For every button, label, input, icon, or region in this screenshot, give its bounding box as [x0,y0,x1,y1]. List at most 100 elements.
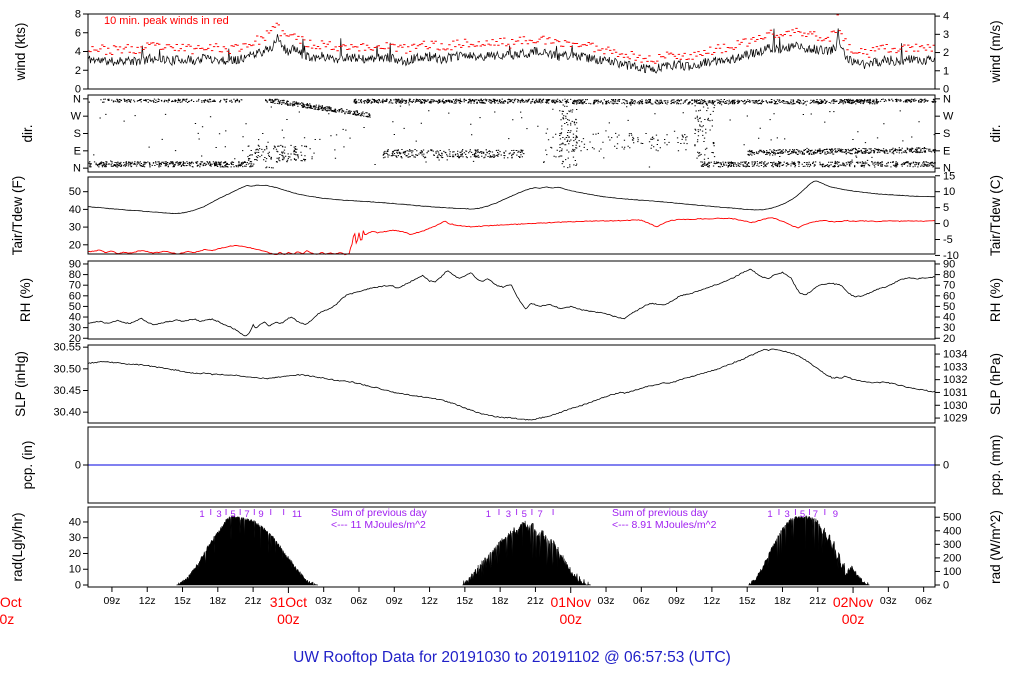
x-tick-label: 15z [456,595,473,607]
x-tick-label: 09z [386,595,403,607]
x-tick-label: 15z [174,595,191,607]
x-tick-label: 12z [139,595,156,607]
y-tick-label-left-tair: 20 [69,239,81,251]
rad-mjoule-mark-label: 9 [258,509,263,520]
y-tick-label-right-rh: 90 [943,258,955,270]
rad-sum-annotation-line1: Sum of previous day [612,507,708,519]
y-tick-label-left-tair: 40 [69,204,81,216]
y-tick-label-left-rad: 0 [75,579,81,591]
x-tick-label: 18z [492,595,509,607]
y-tick-label-left-rad: 40 [69,516,81,528]
rad-mjoule-mark-label: 9 [833,509,838,520]
y-tick-label-left-dir: E [74,145,81,157]
y-tick-label-left-wind: 2 [75,65,81,77]
x-day-time-label: 00z [277,611,300,627]
series-tair [88,180,936,215]
y-tick-label-left-rad: 30 [69,532,81,544]
x-tick-label: 12z [703,595,720,607]
y-tick-label-right-wind: 3 [943,29,949,41]
y-tick-label-right-slp: 1031 [943,387,967,399]
y-tick-label-right-rad: 500 [943,512,961,524]
y-tick-label-right-rh: 60 [943,290,955,302]
panel-border-tair [87,176,936,255]
y-tick-label-left-dir: N [73,163,81,175]
y-tick-label-right-rh: 40 [943,312,955,324]
rad-mjoule-mark-label: 1 [486,509,491,520]
y-tick-label-right-rh: 70 [943,280,955,292]
series-solar-day1 [176,515,318,586]
y-tick-label-left-tair: 50 [69,186,81,198]
rad-mjoule-mark-label: 7 [244,509,249,520]
y-tick-label-left-rh: 50 [69,301,81,313]
y-axis-label-left-rad: rad(Lgly/hr) [10,512,25,581]
y-tick-label-right-tair: 10 [943,186,955,198]
rad-mjoule-mark-label: 5 [522,509,527,520]
y-tick-label-right-wind: 2 [943,47,949,59]
y-tick-label-right-pcp: 0 [943,460,949,472]
y-tick-label-right-rad: 100 [943,566,961,578]
x-tick-label: 09z [103,595,120,607]
panel-border-dir [87,94,936,173]
x-day-time-label-clipped: 00z [0,611,14,627]
x-tick-label: 18z [209,595,226,607]
y-tick-label-left-dir: N [73,93,81,105]
series-sea-level-pressure [87,348,936,421]
rad-mjoule-mark-label: 7 [537,509,542,520]
y-tick-label-right-slp: 1032 [943,374,967,386]
series-solar-day3 [747,515,871,586]
x-tick-label: 18z [774,595,791,607]
y-tick-label-right-slp: 1034 [943,349,967,361]
y-tick-label-right-tair: 15 [943,170,955,182]
y-axis-label-right-tair: Tair/Tdew (C) [988,175,1003,256]
rad-mjoule-mark-label: 5 [800,509,805,520]
rad-mjoule-mark-label: 1 [767,509,772,520]
y-tick-label-right-rh: 20 [943,333,955,345]
y-tick-label-left-rh: 70 [69,280,81,292]
y-tick-label-right-tair: 5 [943,202,949,214]
y-tick-label-right-tair: -10 [943,250,959,262]
x-day-label: 01Nov [550,594,590,610]
rad-mjoule-mark-label: 3 [785,509,790,520]
y-tick-label-right-slp: 1030 [943,400,967,412]
x-day-label: 31Oct [270,594,307,610]
y-tick-label-right-dir: N [943,163,951,175]
y-tick-label-left-rh: 20 [69,333,81,345]
rad-mjoule-mark-label: 11 [292,509,302,520]
y-tick-label-left-wind: 8 [75,9,81,21]
x-day-label: 02Nov [833,594,873,610]
y-tick-label-left-rh: 30 [69,322,81,334]
y-tick-label-left-slp: 30.55 [53,342,81,354]
panel-border-rh [87,260,936,340]
x-tick-label: 03z [315,595,332,607]
rad-mjoule-mark-label: 1 [199,509,204,520]
x-tick-label: 06z [633,595,650,607]
y-tick-label-right-dir: W [943,111,954,123]
rad-mjoule-mark-label: 3 [216,509,221,520]
x-tick-label: 03z [880,595,897,607]
series-wind-direction [88,98,937,169]
rad-sum-annotation-line2: <--- 11 MJoules/m^2 [331,519,426,531]
y-axis-label-left-wind: wind (kts) [13,23,28,82]
y-tick-label-right-rad: 300 [943,539,961,551]
x-tick-label: 21z [527,595,544,607]
y-axis-label-right-rad: rad (W/m^2) [988,510,1003,584]
x-tick-label: 21z [809,595,826,607]
y-axis-label-left-pcp: pcp. (in) [20,441,35,490]
series-solar-day2 [461,520,592,586]
y-tick-label-right-tair: 0 [943,218,949,230]
y-tick-label-right-rad: 200 [943,552,961,564]
y-tick-label-right-dir: N [943,93,951,105]
chart-title: UW Rooftop Data for 20191030 to 20191102… [293,649,731,666]
y-axis-label-left-slp: SLP (inHg) [13,351,28,417]
y-tick-label-left-wind: 0 [75,84,81,96]
panel-border-slp [87,344,936,424]
y-tick-label-left-rad: 20 [69,548,81,560]
y-tick-label-left-wind: 6 [75,27,81,39]
y-axis-label-left-tair: Tair/Tdew (F) [10,176,25,256]
y-tick-label-left-slp: 30.50 [53,363,81,375]
rad-mjoule-mark-label: 7 [813,509,818,520]
y-tick-label-left-dir: W [71,111,82,123]
y-tick-label-right-rh: 80 [943,269,955,281]
